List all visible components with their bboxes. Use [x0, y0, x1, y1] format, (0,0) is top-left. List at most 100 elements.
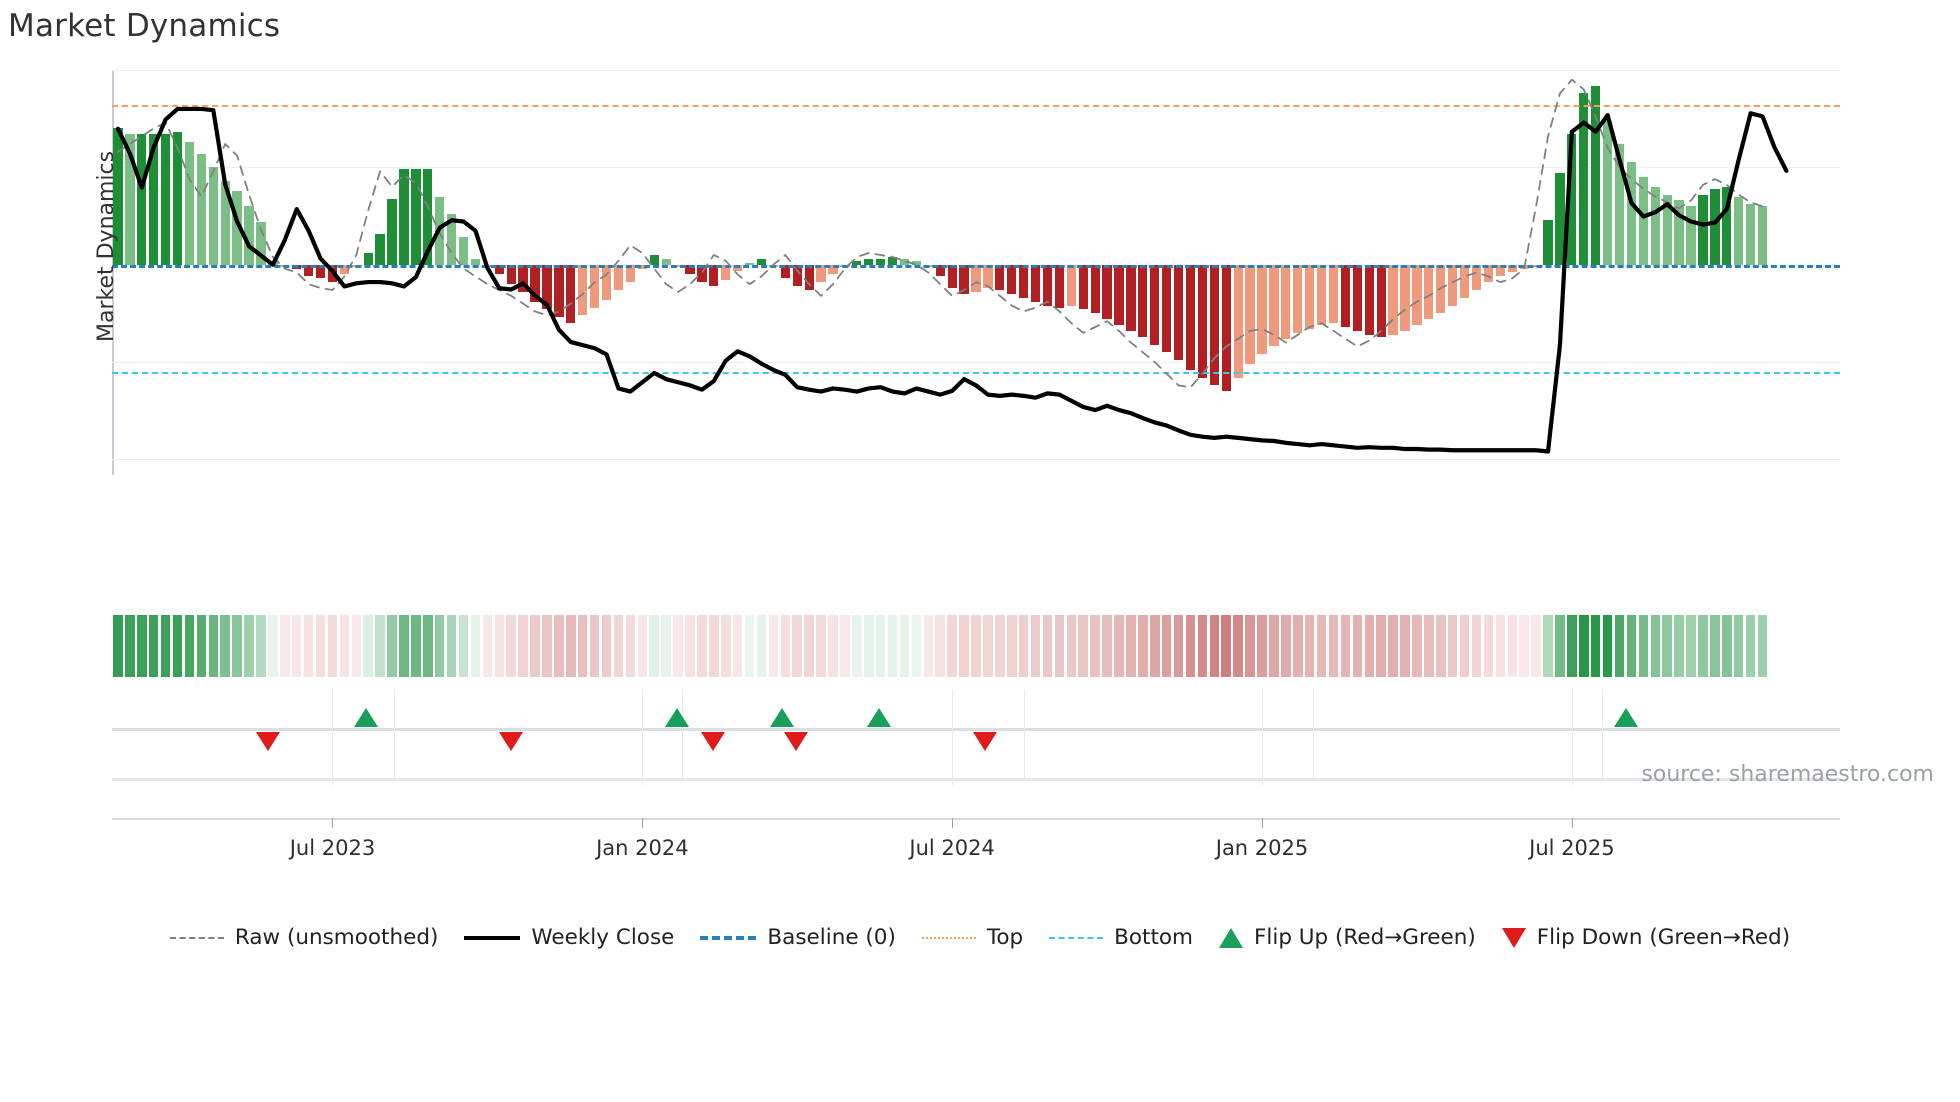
momentum-bar — [1078, 264, 1088, 310]
heatmap-cell — [1757, 615, 1768, 677]
heatmap-cell — [1066, 615, 1077, 677]
momentum-bar — [1424, 264, 1434, 320]
legend-item-label: Flip Down (Green→Red) — [1536, 925, 1791, 950]
legend-item[interactable]: Bottom — [1049, 925, 1193, 950]
heatmap-cell — [709, 615, 719, 677]
momentum-bar — [709, 264, 719, 287]
momentum-bar — [792, 264, 802, 287]
heatmap-cell — [863, 615, 874, 677]
heatmap-cell — [1745, 615, 1756, 677]
momentum-bar — [1019, 264, 1029, 298]
momentum-bar — [387, 198, 397, 265]
momentum-bar — [1745, 204, 1756, 265]
momentum-bar — [1257, 264, 1267, 355]
heatmap-cell — [1579, 615, 1589, 677]
momentum-bar — [1316, 264, 1327, 326]
heatmap-cell — [1006, 615, 1017, 677]
heatmap-cell — [1567, 615, 1577, 677]
heatmap-cell — [1126, 615, 1136, 677]
heatmap-cell — [125, 615, 135, 677]
heatmap-cell — [816, 615, 826, 677]
heatmap-cell — [1519, 615, 1529, 677]
heatmap-cell — [1471, 615, 1482, 677]
flip-down-marker[interactable] — [255, 732, 280, 751]
heatmap-cell — [1114, 615, 1124, 677]
momentum-bar — [363, 253, 373, 265]
momentum-heatmap-strip — [112, 615, 1840, 677]
momentum-bar — [220, 180, 230, 265]
heatmap-cell — [1197, 615, 1208, 677]
heatmap-cell — [1400, 615, 1410, 677]
x-axis-tick-label: Jul 2023 — [289, 836, 376, 860]
heatmap-cell — [1185, 615, 1196, 677]
momentum-bar — [1376, 264, 1386, 337]
y-axis-spine — [112, 70, 114, 475]
momentum-bar — [756, 258, 767, 265]
heatmap-cell — [351, 615, 362, 677]
momentum-bar — [1412, 264, 1422, 326]
momentum-bar — [828, 264, 838, 275]
heatmap-cell — [1340, 615, 1351, 677]
legend-raw-line-icon — [169, 936, 224, 939]
momentum-bar — [208, 167, 218, 265]
flip-up-marker[interactable] — [867, 708, 892, 727]
heatmap-cell — [601, 615, 612, 677]
legend-item[interactable]: Top — [921, 925, 1023, 950]
legend-flip-up-triangle-icon — [1219, 927, 1244, 948]
legend-item[interactable]: Weekly Close — [464, 925, 674, 950]
heatmap-cell — [1245, 615, 1255, 677]
legend-item[interactable]: Baseline (0) — [700, 925, 896, 950]
flip-up-marker[interactable] — [1613, 708, 1638, 727]
heatmap-cell — [1018, 615, 1029, 677]
x-axis-tick-label: Jul 2024 — [909, 836, 995, 860]
chart-legend: Raw (unsmoothed) Weekly Close Baseline (0)… — [0, 925, 1960, 950]
momentum-bar — [1162, 264, 1172, 353]
x-axis-tick-mark — [642, 818, 644, 828]
heatmap-cell — [1221, 615, 1232, 677]
flip-down-marker[interactable] — [701, 732, 726, 751]
heatmap-cell — [315, 615, 326, 677]
flip-down-marker[interactable] — [784, 732, 809, 751]
heatmap-cell — [1507, 615, 1518, 677]
x-axis-tick-mark — [1571, 818, 1573, 828]
momentum-bar — [1126, 264, 1136, 331]
momentum-bar — [1030, 264, 1041, 302]
heatmap-cell — [673, 615, 683, 677]
heatmap-cell — [1662, 615, 1672, 677]
heatmap-cell — [732, 615, 743, 677]
momentum-bar — [244, 206, 254, 265]
flip-down-marker[interactable] — [499, 732, 524, 751]
momentum-bar — [1352, 264, 1362, 331]
heatmap-cell — [363, 615, 373, 677]
heatmap-cell — [1292, 615, 1303, 677]
heatmap-cell — [1447, 615, 1458, 677]
heatmap-cell — [649, 615, 659, 677]
momentum-bar — [995, 264, 1005, 291]
momentum-bar — [1579, 93, 1589, 265]
momentum-bar — [303, 264, 314, 277]
legend-item[interactable]: Raw (unsmoothed) — [169, 925, 438, 950]
momentum-bar — [149, 134, 159, 265]
momentum-bar — [1305, 264, 1315, 329]
heatmap-cell — [423, 615, 433, 677]
bottom-reference-line — [112, 371, 1840, 374]
momentum-bar — [601, 264, 612, 300]
momentum-bar — [1328, 264, 1339, 324]
legend-item[interactable]: Flip Up (Red→Green) — [1219, 925, 1476, 950]
momentum-bar — [458, 237, 469, 265]
heatmap-cell — [232, 615, 242, 677]
flip-up-marker[interactable] — [354, 708, 379, 727]
flip-up-marker[interactable] — [665, 708, 690, 727]
heatmap-cell — [720, 615, 731, 677]
heatmap-cell — [792, 615, 802, 677]
flip-up-marker[interactable] — [770, 708, 795, 727]
momentum-bar — [339, 264, 350, 275]
heatmap-cell — [1138, 615, 1148, 677]
legend-item[interactable]: Flip Down (Green→Red) — [1501, 925, 1791, 950]
x-axis-tick-label: Jan 2025 — [1215, 836, 1309, 860]
flip-down-marker[interactable] — [972, 732, 997, 751]
heatmap-cell — [697, 615, 707, 677]
x-axis-tick-mark — [952, 818, 954, 828]
momentum-bar — [1626, 161, 1637, 265]
heatmap-cell — [1102, 615, 1112, 677]
